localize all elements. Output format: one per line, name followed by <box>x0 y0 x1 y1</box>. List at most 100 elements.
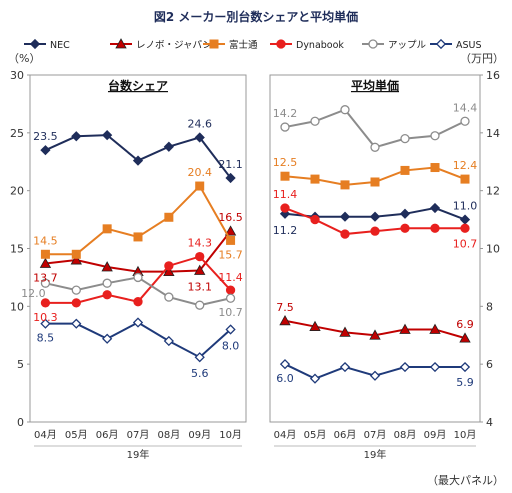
data-point <box>430 163 440 173</box>
legend-marker <box>276 39 286 49</box>
data-point <box>279 359 291 370</box>
data-point <box>226 235 236 245</box>
data-point <box>224 225 237 236</box>
data-label: 15.7 <box>218 248 243 261</box>
series-6 <box>40 317 236 363</box>
data-point <box>460 174 470 184</box>
legend-item: ASUS <box>430 38 482 51</box>
right-unit-label: （万円） <box>460 52 504 65</box>
x-tick-label: 04月 <box>34 429 57 441</box>
data-point <box>71 131 82 142</box>
data-point <box>430 223 440 233</box>
data-point <box>399 361 411 373</box>
data-point <box>280 171 290 181</box>
data-point <box>194 132 205 143</box>
x-tick-label: 07月 <box>127 429 150 441</box>
data-label: 12.4 <box>453 159 478 172</box>
data-point <box>102 290 112 300</box>
data-point <box>369 329 381 340</box>
data-label: 7.5 <box>276 301 294 314</box>
plot-frame <box>269 74 481 423</box>
data-point <box>70 254 82 265</box>
data-point <box>340 105 350 115</box>
x-tick-label: 07月 <box>364 429 387 441</box>
data-point <box>133 232 143 242</box>
x-tick-label: 06月 <box>96 429 119 441</box>
data-point <box>164 212 174 222</box>
data-point <box>102 278 112 288</box>
y-tick-label: 20 <box>10 185 24 198</box>
data-point <box>369 370 381 381</box>
data-point <box>101 261 113 272</box>
data-point <box>163 335 174 347</box>
data-label: 10.7 <box>453 237 478 250</box>
data-point <box>195 251 205 262</box>
legend-label: ASUS <box>456 40 482 51</box>
series-2 <box>279 314 471 343</box>
series-3 <box>40 181 236 259</box>
data-point <box>71 285 81 295</box>
y-tick-label: 0 <box>17 416 24 429</box>
series-3 <box>280 163 470 190</box>
data-point <box>71 318 82 329</box>
data-point <box>71 298 81 308</box>
data-point <box>369 211 381 222</box>
data-point <box>132 317 144 328</box>
data-point <box>102 333 113 344</box>
data-point <box>195 300 205 310</box>
data-point <box>399 208 411 219</box>
data-label: 11.4 <box>218 271 243 284</box>
legend-item: NEC <box>24 38 70 51</box>
data-point <box>71 249 81 259</box>
data-label: 20.4 <box>187 166 212 179</box>
data-point <box>370 177 380 187</box>
data-point <box>133 297 143 307</box>
legend-marker <box>435 38 447 50</box>
x-tick-label: 08月 <box>394 429 417 441</box>
data-label: 6.9 <box>456 318 474 331</box>
data-point <box>459 361 471 373</box>
data-label: 10.7 <box>218 306 243 319</box>
data-point <box>429 202 441 214</box>
y-tick-label: 10 <box>10 300 24 313</box>
y-tick-label: 16 <box>486 69 500 82</box>
year-label: 19年 <box>364 448 387 461</box>
data-point <box>195 181 205 191</box>
legend-marker <box>29 38 41 50</box>
data-label: 12.5 <box>273 156 298 169</box>
data-point <box>429 361 441 373</box>
data-label: 8.0 <box>222 339 240 352</box>
data-label: 24.6 <box>187 117 212 130</box>
data-point <box>163 141 174 152</box>
data-label: 5.6 <box>191 367 209 380</box>
data-point <box>40 318 51 329</box>
data-point <box>310 174 320 184</box>
legend-item: レノボ・ジャパン <box>110 38 212 51</box>
data-label: 11.4 <box>273 188 298 201</box>
x-tick-label: 09月 <box>188 429 211 441</box>
legend-marker <box>368 39 378 49</box>
data-label: 11.0 <box>453 200 478 213</box>
x-tick-label: 06月 <box>334 429 357 441</box>
data-label: 10.3 <box>33 311 58 324</box>
data-point <box>40 145 51 156</box>
legend-item: アップル <box>362 39 427 51</box>
data-label: 21.1 <box>218 158 243 171</box>
legend-label: 富士通 <box>229 39 258 51</box>
data-point <box>460 116 470 126</box>
y-tick-label: 12 <box>486 185 500 198</box>
data-point <box>310 116 320 126</box>
data-label: 13.1 <box>187 280 212 293</box>
data-label: 23.5 <box>33 130 58 143</box>
x-tick-label: 10月 <box>454 429 477 441</box>
x-tick-label: 05月 <box>65 429 88 441</box>
data-point <box>310 214 320 225</box>
data-point <box>460 223 470 233</box>
data-label: 6.0 <box>276 372 294 385</box>
data-point <box>400 165 410 175</box>
data-label: 12.0 <box>21 287 46 300</box>
legend: NEC レノボ・ジャパン 富士通 Dynabook アップル ASUS <box>24 38 482 51</box>
data-point <box>459 332 471 343</box>
data-point <box>309 320 321 331</box>
data-point <box>339 361 351 373</box>
